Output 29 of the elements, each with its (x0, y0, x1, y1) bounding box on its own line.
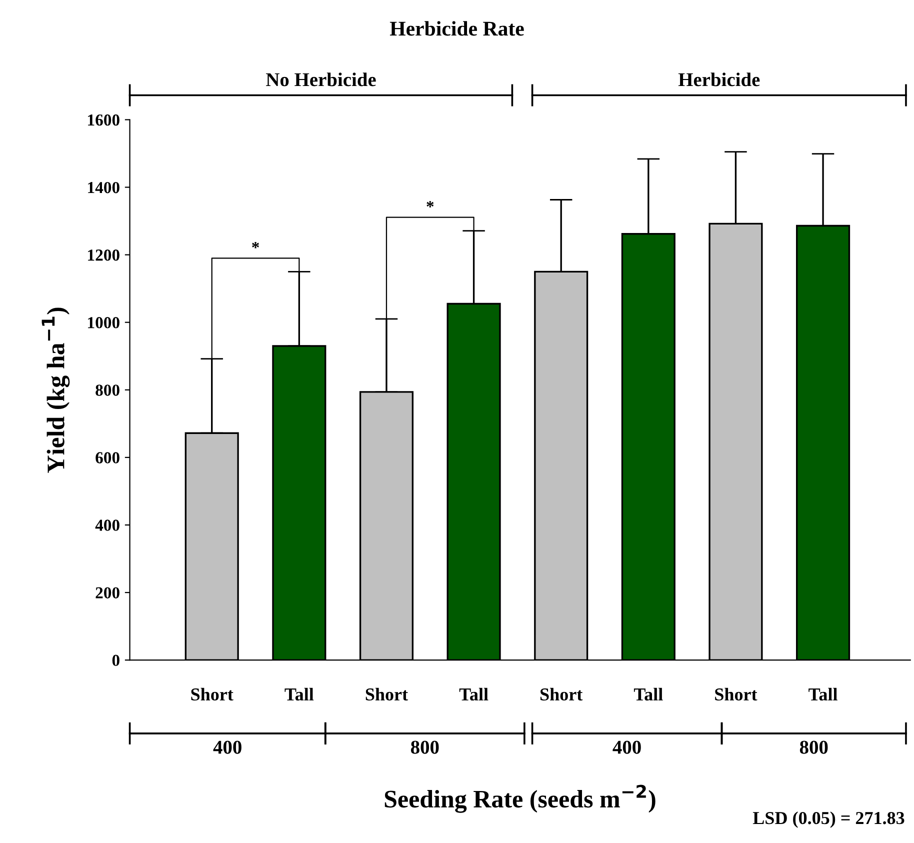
chart-title: Herbicide Rate (390, 21, 524, 36)
y-axis-title: Yield (kg ha$^{−1}$) (42, 308, 70, 473)
annotation: * (426, 201, 434, 208)
y-tick-label: 200 (96, 587, 120, 598)
text: No Herbicide (266, 72, 376, 86)
x-tick-label: Tall (284, 688, 314, 701)
x-tick-label: Short (540, 688, 583, 701)
y-tick-label: 1600 (88, 114, 120, 126)
text: 400 (612, 740, 641, 754)
x-tick-label: Tall (808, 688, 838, 701)
y-tick-label: 1400 (88, 182, 120, 194)
text: LSD (0.05) = 271.83 (752, 811, 904, 828)
annotation: * (252, 242, 259, 248)
x-tick-label: Tall (634, 688, 663, 701)
x-tick-label: Tall (459, 688, 488, 701)
x-tick-label: Short (366, 688, 408, 701)
y-tick-label: 1000 (88, 317, 120, 328)
text: 800 (800, 740, 828, 754)
y-tick-label: 400 (95, 520, 120, 531)
x-axis-title: Seeding Rate (seeds m$^{−2}$) (384, 784, 656, 813)
y-tick-label: 600 (96, 452, 120, 464)
x-tick-label: Short (715, 688, 758, 701)
x-tick-label: Short (191, 688, 234, 701)
text: Herbicide (678, 72, 760, 86)
y-tick-label: 0 (112, 654, 120, 666)
y-tick-label: 1200 (88, 249, 120, 261)
y-tick-label: 800 (96, 384, 120, 396)
text: 400 (213, 740, 242, 754)
text: 800 (410, 740, 439, 754)
